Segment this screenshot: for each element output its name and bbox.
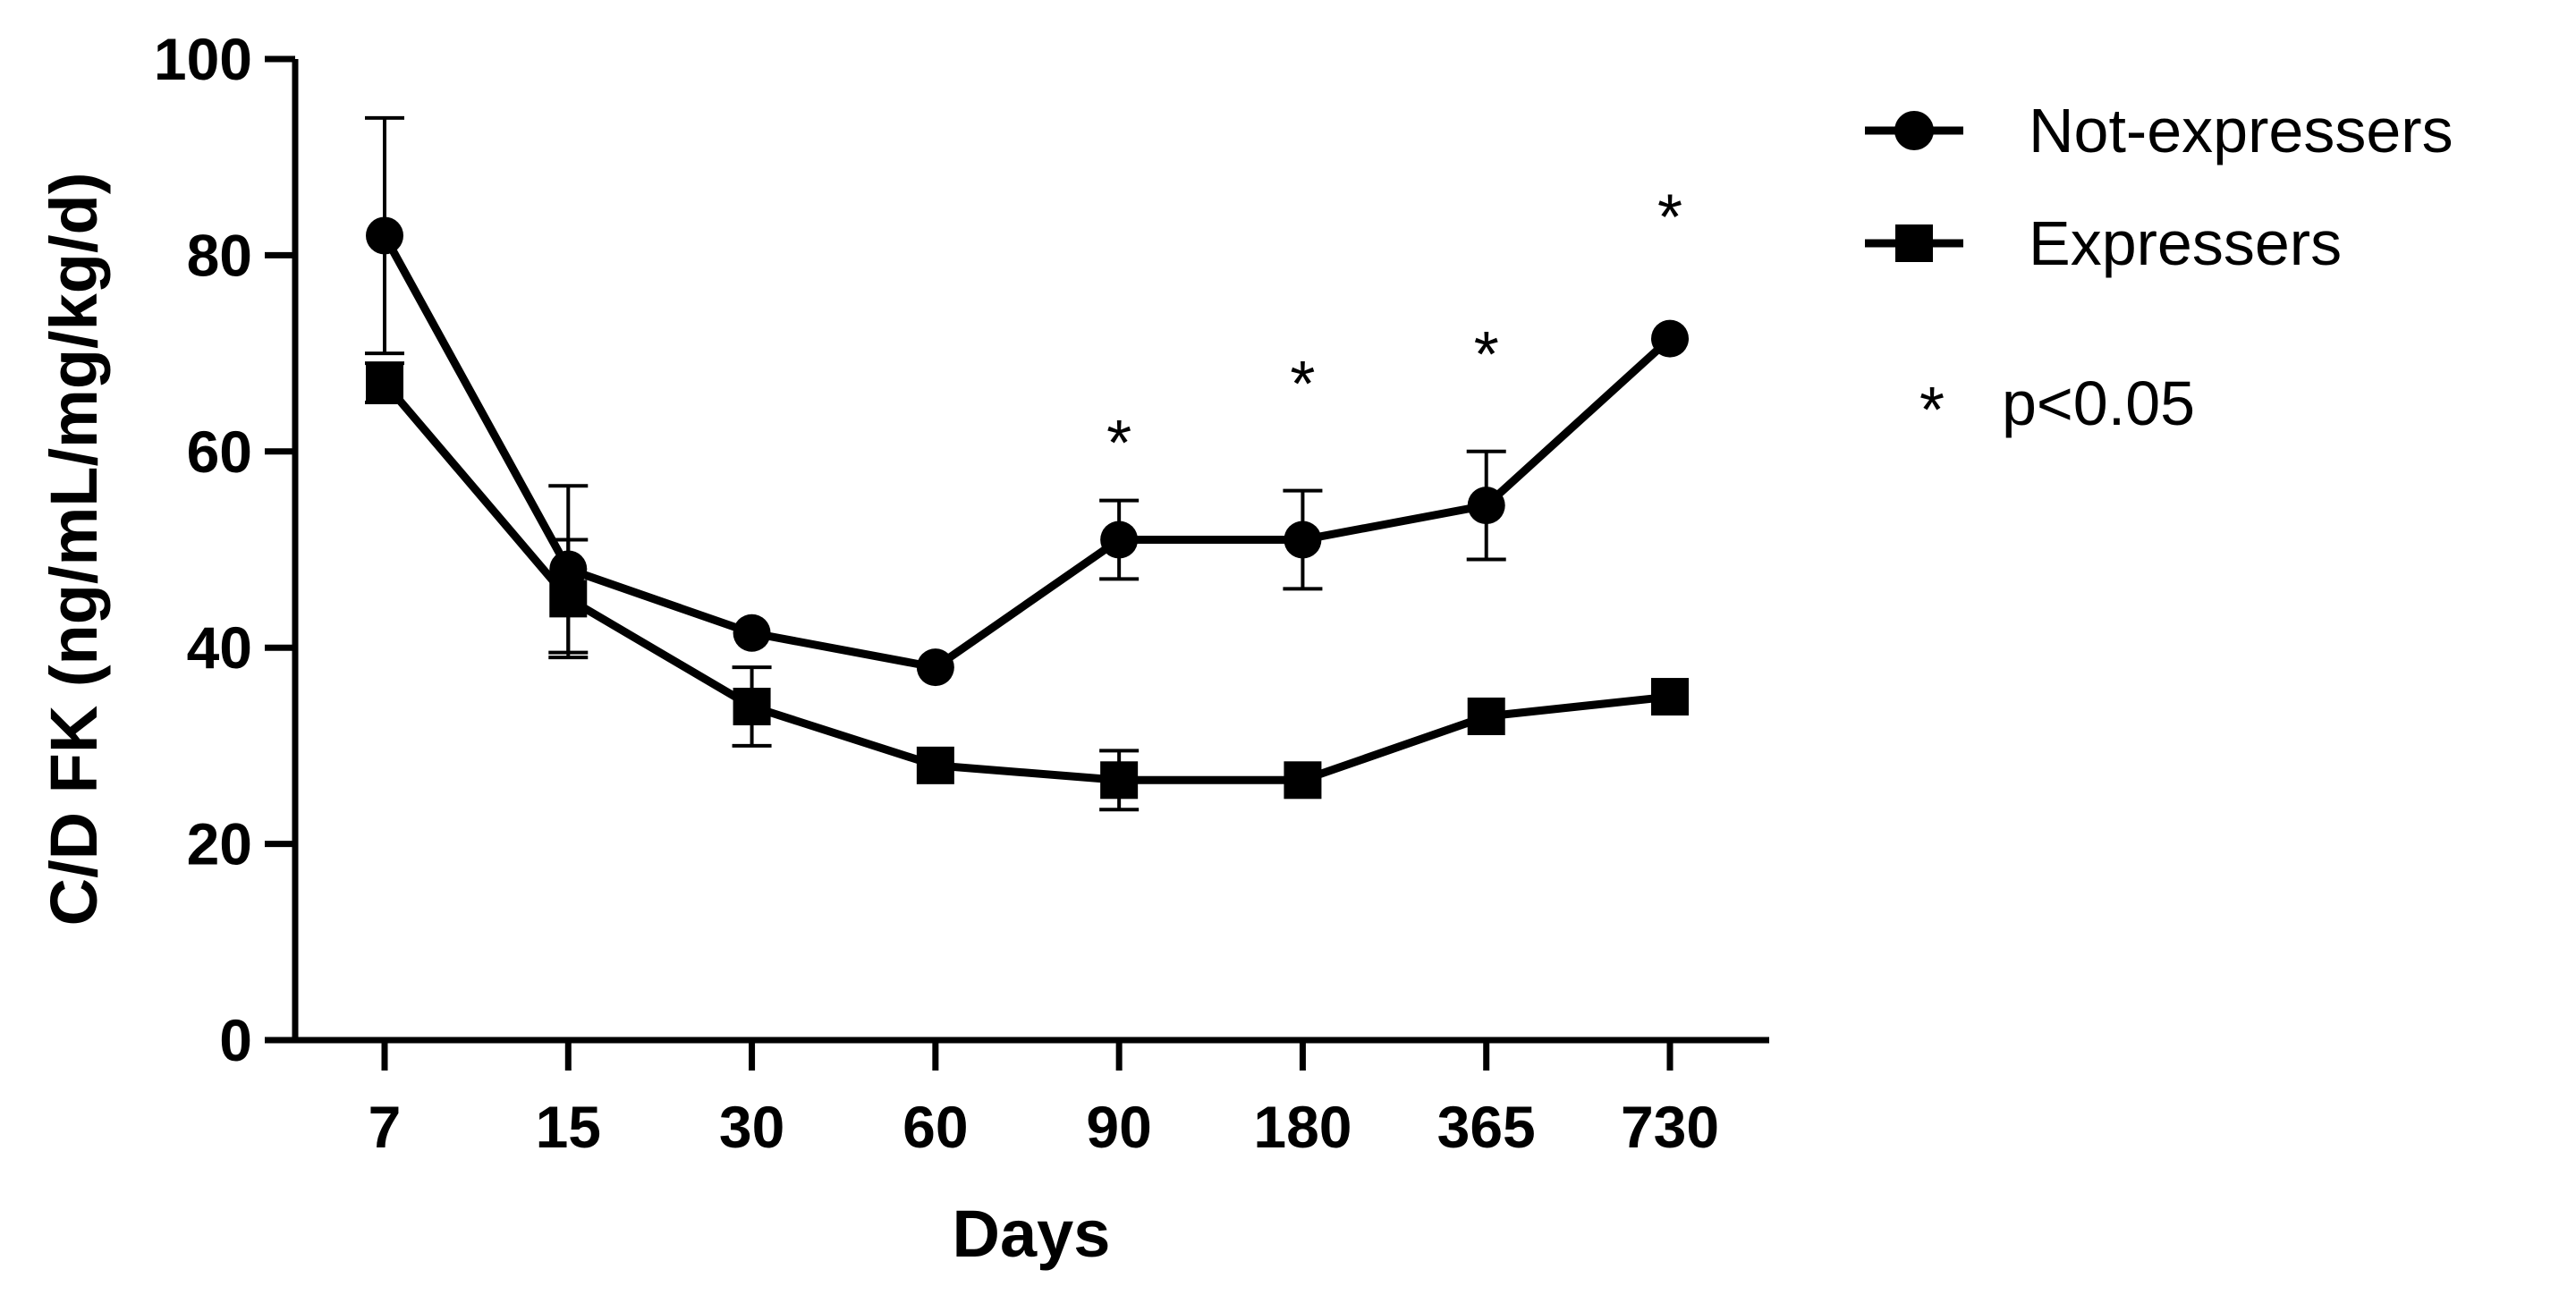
y-ticks: 0 20 40 60 80 100: [154, 26, 295, 1073]
significance-star: *: [1106, 408, 1131, 479]
significance-star: *: [1474, 319, 1499, 391]
data-point-circle: [1651, 319, 1689, 358]
data-point-square: [1467, 697, 1505, 735]
data-point-circle: [1467, 487, 1505, 525]
series-line: [381, 380, 1671, 784]
data-point-square: [733, 688, 771, 726]
y-tick-label: 80: [187, 222, 252, 288]
legend-square-marker: [1895, 224, 1933, 262]
y-tick-label: 20: [187, 811, 252, 877]
data-point-circle: [916, 648, 954, 687]
y-tick-label: 60: [187, 419, 252, 485]
data-point-circle: [1100, 521, 1139, 559]
significance-note-symbol: *: [1919, 375, 1945, 446]
significance-note-text: p<0.05: [2002, 368, 2195, 438]
data-point-square: [366, 364, 403, 402]
series-line: [381, 233, 1674, 672]
x-tick-label: 15: [536, 1094, 601, 1160]
x-tick-label: 365: [1437, 1094, 1536, 1160]
x-tick-label: 30: [719, 1094, 784, 1160]
y-tick-label: 40: [187, 614, 252, 681]
significance-note: * p<0.05: [1919, 368, 2195, 446]
significance-annotations: * * * *: [1106, 182, 1682, 479]
series-expressers: [365, 361, 1689, 812]
legend-item-expressers: Expressers: [1865, 208, 2342, 278]
data-point-circle: [366, 216, 403, 255]
x-ticks: 7 15 30 60 90 180 365 730: [369, 1040, 1719, 1160]
x-tick-label: 730: [1621, 1094, 1719, 1160]
y-tick-label: 100: [154, 26, 252, 92]
significance-star: *: [1290, 349, 1315, 420]
x-tick-label: 180: [1253, 1094, 1352, 1160]
data-point-circle: [733, 614, 771, 652]
x-tick-label: 90: [1086, 1094, 1151, 1160]
x-tick-label: 60: [902, 1094, 968, 1160]
legend: Not-expressers Expressers * p<0.05: [1865, 96, 2453, 446]
x-tick-label: 7: [369, 1094, 402, 1160]
axes: [292, 59, 1769, 1044]
legend-circle-marker: [1894, 111, 1934, 150]
significance-star: *: [1657, 182, 1682, 254]
series-not-expressers: [365, 115, 1689, 687]
data-point-square: [1100, 761, 1139, 800]
data-point-circle: [1284, 521, 1322, 559]
y-tick-label: 0: [219, 1007, 252, 1073]
legend-label-expressers: Expressers: [2029, 208, 2342, 278]
data-point-square: [1651, 678, 1689, 716]
series-layer: [365, 115, 1689, 812]
data-point-square: [549, 580, 588, 618]
y-axis-title: C/D FK (ng/mL/mg/kg/d): [37, 173, 111, 927]
legend-item-not-expressers: Not-expressers: [1865, 96, 2453, 165]
legend-label-not-expressers: Not-expressers: [2029, 96, 2453, 165]
data-point-square: [916, 746, 954, 784]
data-point-square: [1284, 761, 1322, 800]
x-axis-title: Days: [953, 1197, 1111, 1271]
